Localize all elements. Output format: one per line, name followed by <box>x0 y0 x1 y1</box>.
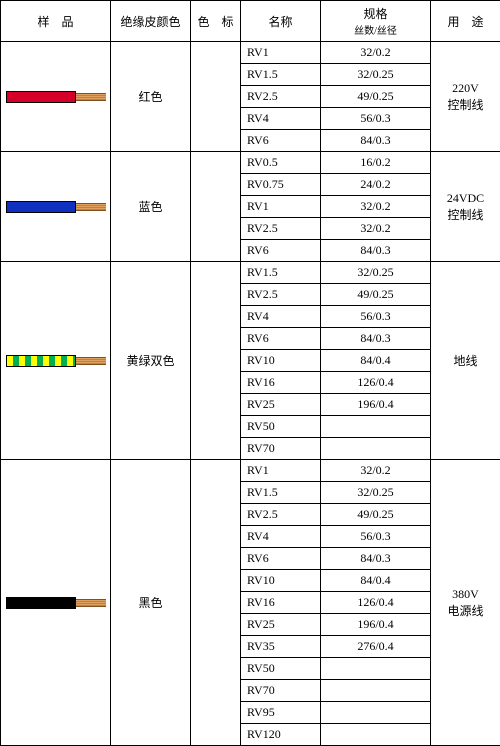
cable-name: RV1 <box>241 42 321 64</box>
cable-name: RV0.75 <box>241 174 321 196</box>
cable-name: RV1.5 <box>241 64 321 86</box>
cable-spec: 49/0.25 <box>321 284 431 306</box>
cable-spec: 196/0.4 <box>321 614 431 636</box>
cable-name: RV120 <box>241 724 321 746</box>
col-usage: 用 途 <box>431 1 500 42</box>
cable-name: RV4 <box>241 306 321 328</box>
sample-cell <box>1 42 111 152</box>
color-swatch <box>191 262 241 460</box>
insulation-color-name: 红色 <box>111 42 191 152</box>
cable-spec <box>321 416 431 438</box>
cable-spec: 32/0.25 <box>321 64 431 86</box>
cable-spec: 32/0.2 <box>321 460 431 482</box>
sample-cell <box>1 460 111 746</box>
cable-name: RV25 <box>241 614 321 636</box>
insulation-color-name: 黑色 <box>111 460 191 746</box>
cable-spec: 126/0.4 <box>321 592 431 614</box>
cable-spec-table: 样 品 绝缘皮颜色 色 标 名称 规格 丝数/丝径 用 途 红色RV132/0.… <box>0 0 500 746</box>
cable-spec: 84/0.3 <box>321 130 431 152</box>
color-swatch <box>191 460 241 746</box>
cable-spec: 84/0.4 <box>321 350 431 372</box>
cable-name: RV6 <box>241 548 321 570</box>
cable-spec: 49/0.25 <box>321 86 431 108</box>
cable-spec: 56/0.3 <box>321 306 431 328</box>
cable-name: RV2.5 <box>241 218 321 240</box>
cable-spec <box>321 702 431 724</box>
cable-spec <box>321 438 431 460</box>
usage-cell: 380V 电源线 <box>431 460 500 746</box>
cable-sample <box>6 199 106 215</box>
col-colorcode: 色 标 <box>191 1 241 42</box>
cable-spec: 56/0.3 <box>321 108 431 130</box>
cable-name: RV2.5 <box>241 284 321 306</box>
cable-spec: 84/0.3 <box>321 548 431 570</box>
col-spec: 规格 丝数/丝径 <box>321 1 431 42</box>
table-row: 黄绿双色RV1.532/0.25地线 <box>1 262 500 284</box>
cable-sample <box>6 353 106 369</box>
cable-name: RV1 <box>241 460 321 482</box>
cable-spec: 32/0.2 <box>321 218 431 240</box>
cable-name: RV95 <box>241 702 321 724</box>
cable-spec <box>321 680 431 702</box>
table-row: 蓝色RV0.516/0.224VDC 控制线 <box>1 152 500 174</box>
cable-spec: 84/0.3 <box>321 328 431 350</box>
cable-name: RV6 <box>241 328 321 350</box>
cable-name: RV0.5 <box>241 152 321 174</box>
cable-spec: 276/0.4 <box>321 636 431 658</box>
cable-name: RV2.5 <box>241 86 321 108</box>
usage-cell: 24VDC 控制线 <box>431 152 500 262</box>
cable-name: RV2.5 <box>241 504 321 526</box>
cable-name: RV50 <box>241 416 321 438</box>
cable-name: RV70 <box>241 438 321 460</box>
cable-spec: 24/0.2 <box>321 174 431 196</box>
cable-spec: 126/0.4 <box>321 372 431 394</box>
cable-name: RV1 <box>241 196 321 218</box>
cable-spec <box>321 724 431 746</box>
cable-sample <box>6 89 106 105</box>
col-insulcolor: 绝缘皮颜色 <box>111 1 191 42</box>
col-sample: 样 品 <box>1 1 111 42</box>
cable-spec: 16/0.2 <box>321 152 431 174</box>
insulation-color-name: 蓝色 <box>111 152 191 262</box>
usage-cell: 地线 <box>431 262 500 460</box>
insulation-color-name: 黄绿双色 <box>111 262 191 460</box>
cable-spec: 32/0.2 <box>321 196 431 218</box>
cable-spec: 32/0.25 <box>321 262 431 284</box>
cable-name: RV10 <box>241 350 321 372</box>
cable-spec: 49/0.25 <box>321 504 431 526</box>
usage-cell: 220V 控制线 <box>431 42 500 152</box>
cable-sample <box>6 595 106 611</box>
cable-name: RV1.5 <box>241 482 321 504</box>
cable-name: RV6 <box>241 130 321 152</box>
cable-name: RV50 <box>241 658 321 680</box>
cable-name: RV16 <box>241 592 321 614</box>
cable-name: RV16 <box>241 372 321 394</box>
cable-name: RV4 <box>241 526 321 548</box>
cable-spec: 32/0.2 <box>321 42 431 64</box>
cable-name: RV25 <box>241 394 321 416</box>
sample-cell <box>1 152 111 262</box>
color-swatch <box>191 42 241 152</box>
cable-name: RV1.5 <box>241 262 321 284</box>
cable-spec: 32/0.25 <box>321 482 431 504</box>
cable-name: RV35 <box>241 636 321 658</box>
cable-spec <box>321 658 431 680</box>
sample-cell <box>1 262 111 460</box>
cable-spec: 196/0.4 <box>321 394 431 416</box>
cable-spec: 84/0.4 <box>321 570 431 592</box>
color-swatch <box>191 152 241 262</box>
cable-name: RV4 <box>241 108 321 130</box>
cable-spec: 56/0.3 <box>321 526 431 548</box>
header-row: 样 品 绝缘皮颜色 色 标 名称 规格 丝数/丝径 用 途 <box>1 1 500 42</box>
col-name: 名称 <box>241 1 321 42</box>
table-row: 红色RV132/0.2220V 控制线 <box>1 42 500 64</box>
cable-name: RV70 <box>241 680 321 702</box>
table-row: 黑色RV132/0.2380V 电源线 <box>1 460 500 482</box>
cable-name: RV10 <box>241 570 321 592</box>
cable-name: RV6 <box>241 240 321 262</box>
cable-spec: 84/0.3 <box>321 240 431 262</box>
